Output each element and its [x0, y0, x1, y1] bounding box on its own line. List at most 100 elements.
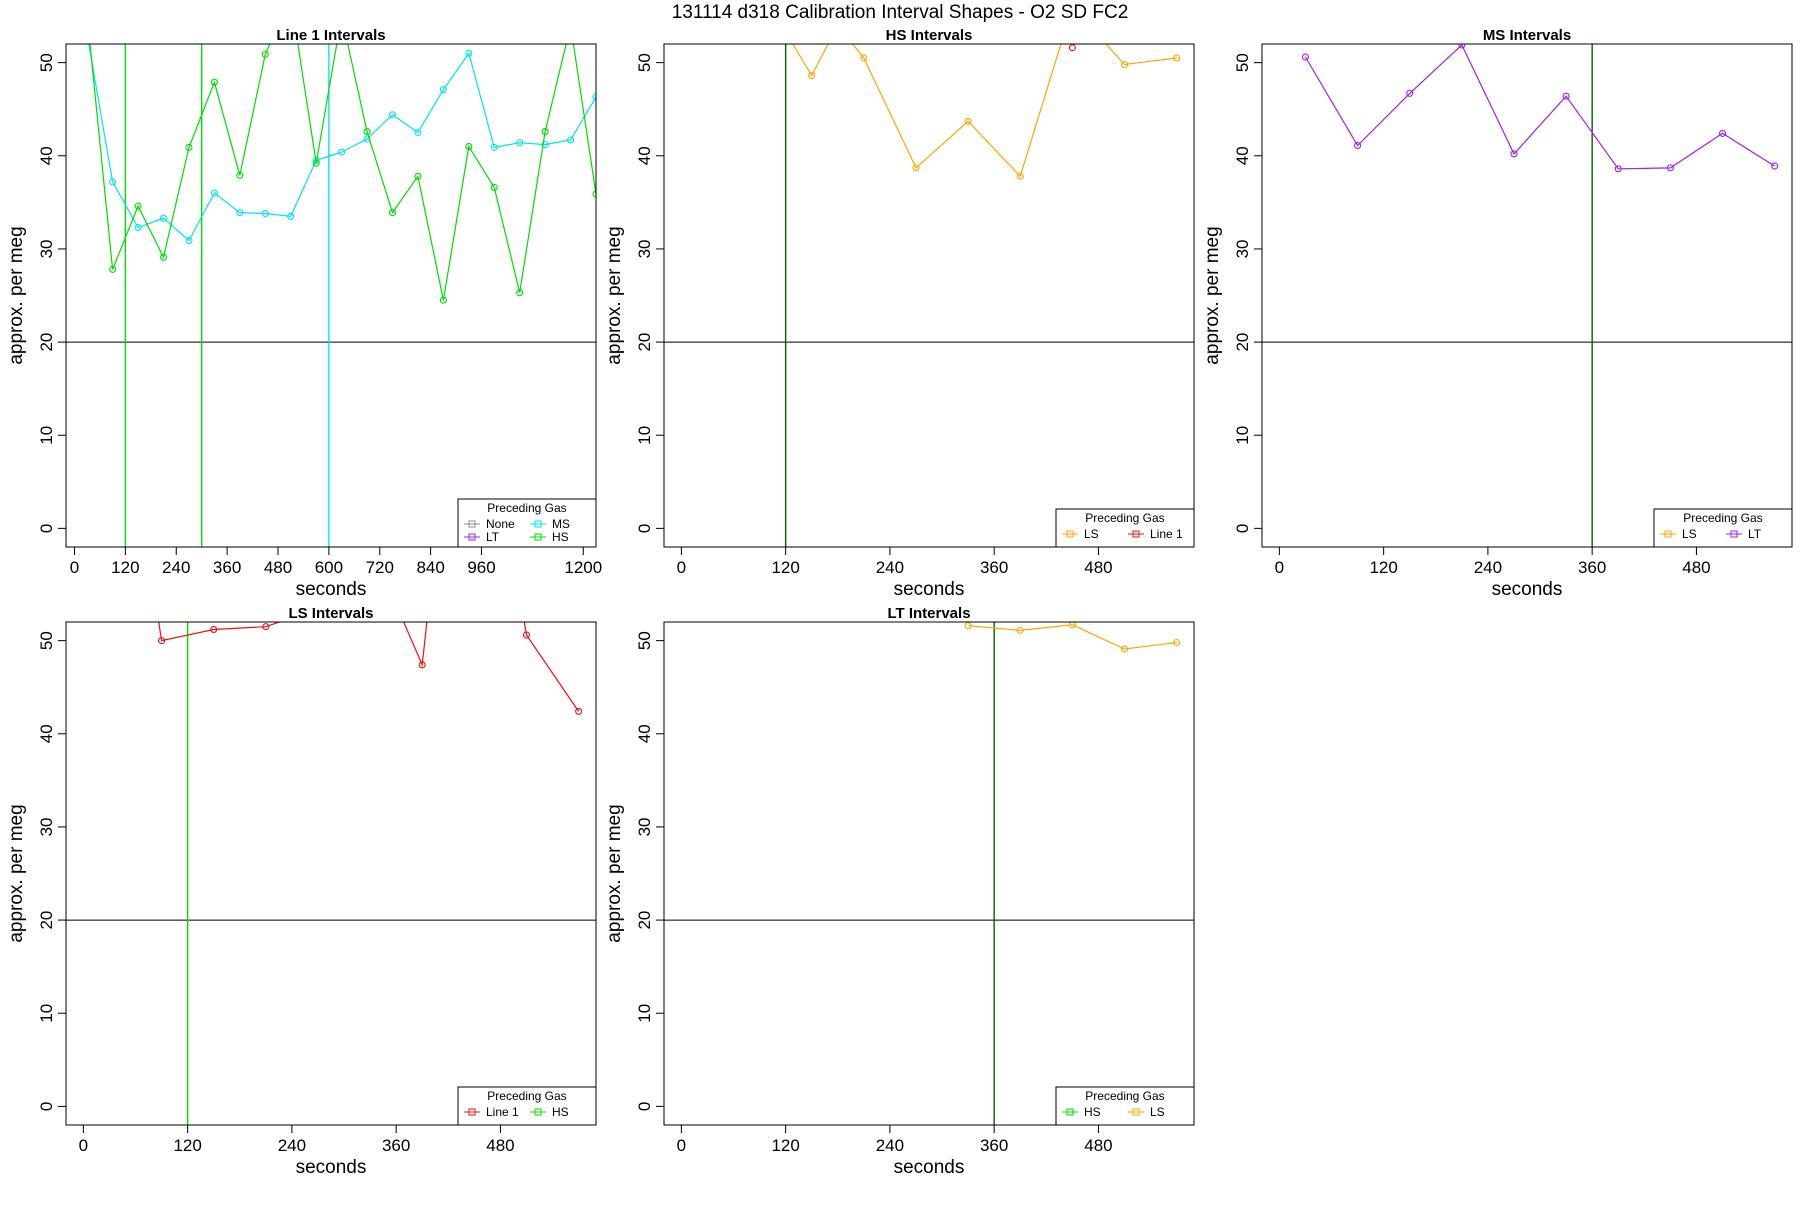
y-tick-label: 30 [37, 817, 56, 836]
y-tick-label: 10 [635, 426, 654, 445]
y-tick-label: 40 [37, 724, 56, 743]
y-tick-label: 40 [635, 146, 654, 165]
x-tick-label: 120 [111, 558, 139, 577]
x-tick-label: 0 [677, 1136, 686, 1155]
plot-frame [664, 44, 1194, 547]
y-tick-label: 50 [1233, 53, 1252, 72]
series-line [968, 625, 1177, 649]
x-tick-label: 0 [70, 558, 79, 577]
legend-title: Preceding Gas [487, 501, 566, 515]
figure-title: 131114 d318 Calibration Interval Shapes … [672, 2, 1129, 23]
x-tick-label: 120 [1369, 558, 1397, 577]
x-tick-label: 360 [1578, 558, 1606, 577]
plot-area [664, 0, 1194, 547]
legend-entry-label: LS [1682, 527, 1697, 541]
x-tick-label: 720 [366, 558, 394, 577]
y-tick-label: 30 [37, 239, 56, 258]
plot-area [66, 582, 596, 1125]
y-tick-label: 30 [635, 817, 654, 836]
legend-title: Preceding Gas [1683, 511, 1762, 525]
y-tick-label: 10 [635, 1004, 654, 1023]
y-tick-label: 20 [635, 911, 654, 930]
y-axis-label: approx. per meg [1202, 226, 1223, 364]
data-point [576, 708, 582, 714]
data-point [84, 32, 90, 38]
legend-entry-label: MS [552, 517, 570, 531]
x-tick-label: 360 [980, 558, 1008, 577]
y-tick-label: 20 [1233, 333, 1252, 352]
x-tick-label: 960 [467, 558, 495, 577]
x-tick-label: 480 [264, 558, 292, 577]
x-tick-label: 1200 [564, 558, 602, 577]
plot-frame [66, 622, 596, 1125]
x-tick-label: 0 [1275, 558, 1284, 577]
x-axis-label: seconds [296, 579, 367, 600]
y-axis-label: approx. per meg [6, 804, 27, 942]
x-axis-label: seconds [1492, 579, 1563, 600]
y-tick-label: 20 [635, 333, 654, 352]
panel-title: MS Intervals [1483, 27, 1571, 44]
y-axis-label: approx. per meg [6, 226, 27, 364]
x-tick-label: 120 [173, 1136, 201, 1155]
y-tick-label: 40 [1233, 146, 1252, 165]
legend-entry-label: LT [1748, 527, 1762, 541]
x-tick-label: 600 [315, 558, 343, 577]
x-tick-label: 480 [1084, 558, 1112, 577]
panel-title: HS Intervals [886, 27, 973, 44]
data-point [339, 13, 345, 19]
plot-frame [664, 622, 1194, 1125]
x-tick-label: 360 [213, 558, 241, 577]
data-point [515, 582, 521, 588]
y-tick-label: 50 [635, 53, 654, 72]
legend-entry-label: Line 1 [486, 1105, 519, 1119]
y-tick-label: 50 [635, 631, 654, 650]
plot-frame [66, 44, 596, 547]
y-tick-label: 40 [37, 146, 56, 165]
data-point [835, 22, 841, 28]
x-tick-label: 360 [980, 1136, 1008, 1155]
legend: Preceding Gas LS LT [1654, 509, 1792, 547]
y-axis-label: approx. per meg [604, 804, 625, 942]
y-tick-label: 10 [37, 1004, 56, 1023]
series-line [87, 35, 596, 241]
series-line [87, 0, 621, 300]
x-tick-label: 240 [162, 558, 190, 577]
legend-title: Preceding Gas [1085, 1089, 1164, 1103]
x-tick-label: 0 [79, 1136, 88, 1155]
data-point [384, 582, 390, 588]
x-tick-label: 240 [1474, 558, 1502, 577]
y-axis-label: approx. per meg [604, 226, 625, 364]
legend-entry-label: LT [486, 530, 500, 544]
data-point [1069, 45, 1075, 51]
data-point [150, 582, 156, 588]
legend-entry-label: Line 1 [1150, 527, 1183, 541]
x-tick-label: 240 [876, 558, 904, 577]
panel-title: LT Intervals [887, 605, 970, 622]
data-point [84, 13, 90, 19]
legend-entry-label: None [486, 517, 515, 531]
y-tick-label: 0 [1233, 524, 1252, 533]
data-point [428, 582, 434, 588]
x-tick-label: 840 [416, 558, 444, 577]
legend-title: Preceding Gas [487, 1089, 566, 1103]
x-tick-label: 120 [771, 1136, 799, 1155]
y-tick-label: 10 [1233, 426, 1252, 445]
x-tick-label: 0 [677, 558, 686, 577]
x-tick-label: 480 [1084, 1136, 1112, 1155]
y-tick-label: 0 [635, 1102, 654, 1111]
y-tick-label: 40 [635, 724, 654, 743]
x-tick-label: 360 [382, 1136, 410, 1155]
legend-entry-label: LS [1150, 1105, 1165, 1119]
y-tick-label: 10 [37, 426, 56, 445]
plot-area [66, 0, 624, 547]
